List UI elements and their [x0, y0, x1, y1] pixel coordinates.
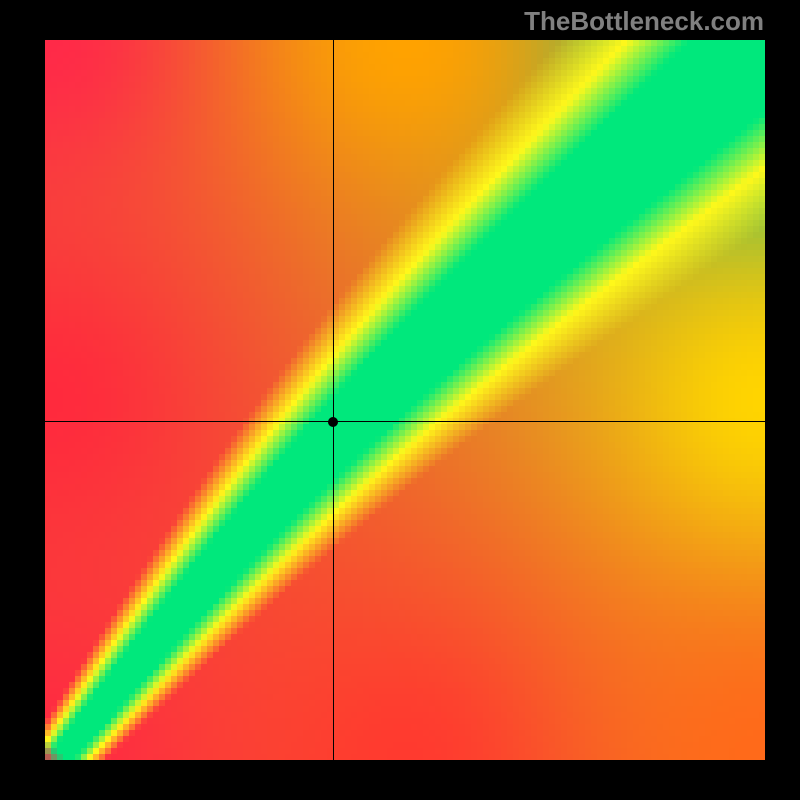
crosshair-dot: [328, 417, 338, 427]
chart-container: { "watermark": { "text": "TheBottleneck.…: [0, 0, 800, 800]
crosshair-horizontal: [45, 421, 765, 422]
crosshair-vertical: [333, 40, 334, 760]
watermark-text: TheBottleneck.com: [524, 6, 764, 37]
bottleneck-heatmap: [45, 40, 765, 760]
